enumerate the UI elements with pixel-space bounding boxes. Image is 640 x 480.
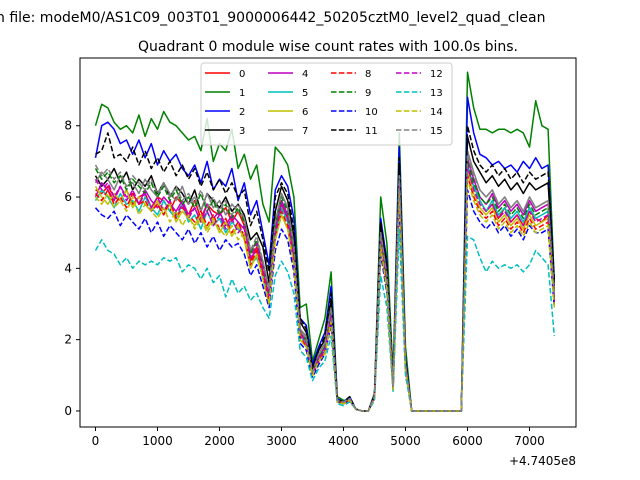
y-tick-label: 4 — [64, 261, 72, 275]
series-line-12 — [94, 164, 556, 412]
legend-label-12: 12 — [430, 69, 443, 80]
x-tick-label: 3000 — [266, 434, 297, 448]
x-tick-label: 6000 — [452, 434, 483, 448]
legend-label-8: 8 — [365, 69, 371, 80]
tick-layer: 0 1000 2000 3000 4000 5000 6000 7000 0 2 4 6 8 — [64, 119, 544, 448]
legend-label-3: 3 — [239, 126, 245, 137]
axes-frame — [79, 57, 577, 428]
legend-label-2: 2 — [239, 107, 245, 118]
x-tick-label: 2000 — [204, 434, 235, 448]
legend-label-14: 14 — [430, 107, 443, 118]
series-line-15 — [94, 153, 556, 412]
legend-label-6: 6 — [302, 107, 308, 118]
x-tick-label: 4000 — [328, 434, 359, 448]
series-line-10 — [94, 189, 556, 412]
series-line-14 — [94, 178, 556, 412]
series-line-13 — [94, 228, 556, 412]
x-tick-label: 0 — [92, 434, 100, 448]
legend-label-7: 7 — [302, 126, 308, 137]
legend-label-15: 15 — [430, 126, 443, 137]
series-line-11 — [95, 124, 556, 412]
x-tick-label: 1000 — [142, 434, 173, 448]
legend-label-0: 0 — [239, 69, 245, 80]
legend-label-9: 9 — [365, 88, 371, 99]
x-offset-label: +4.7405e8 — [509, 454, 576, 468]
axes-title: Quadrant 0 module wise count rates with … — [138, 39, 518, 55]
x-tick-label: 5000 — [390, 434, 421, 448]
y-tick-label: 0 — [64, 404, 72, 418]
x-tick-label: 7000 — [514, 434, 545, 448]
series-line-1 — [94, 71, 556, 412]
y-tick-label: 2 — [64, 333, 72, 347]
figure-suptitle: n file: modeM0/AS1C09_003T01_9000006442_… — [0, 10, 545, 26]
legend-label-10: 10 — [365, 107, 378, 118]
legend-label-5: 5 — [302, 88, 308, 99]
series-layer — [94, 71, 556, 412]
legend-label-11: 11 — [365, 126, 378, 137]
legend-label-1: 1 — [239, 88, 245, 99]
y-tick-label: 8 — [64, 119, 72, 133]
legend-label-13: 13 — [430, 88, 443, 99]
legend-label-4: 4 — [302, 69, 308, 80]
y-tick-label: 6 — [64, 190, 72, 204]
legend-frame — [200, 62, 453, 146]
